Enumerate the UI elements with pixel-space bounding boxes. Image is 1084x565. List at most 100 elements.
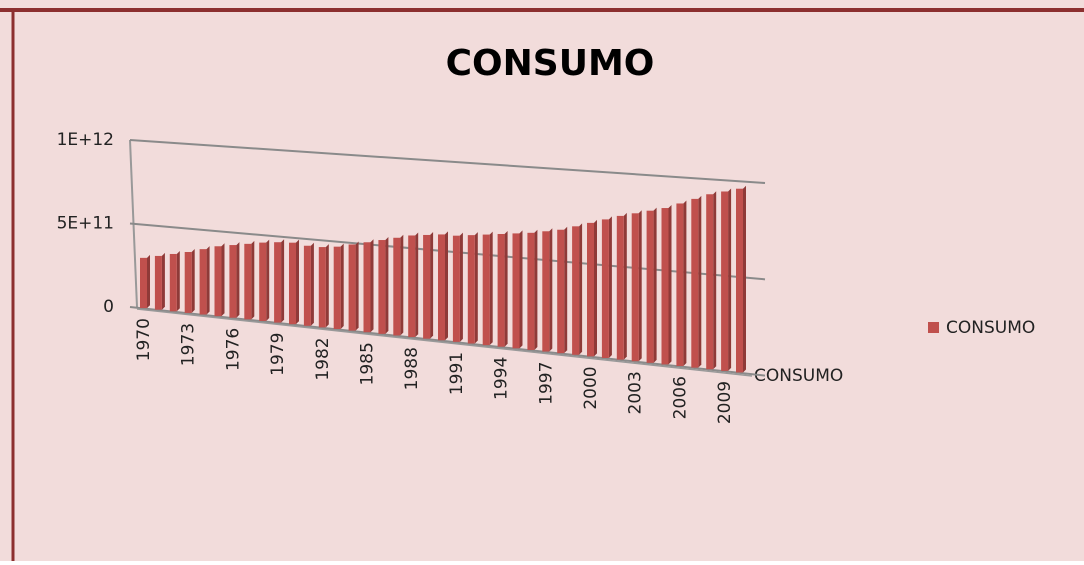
y-tick-label: 5E+11 (57, 214, 114, 234)
floor-line (136, 308, 753, 377)
x-tick-label: 1982 (313, 337, 333, 380)
bar-side (743, 185, 746, 373)
x-tick-label: 1991 (447, 352, 467, 395)
bar-side (683, 200, 687, 367)
x-tick-label: 2003 (626, 371, 646, 414)
bar-side (266, 239, 270, 321)
bar (572, 226, 580, 355)
x-tick-label: 1985 (358, 342, 378, 385)
bar (393, 237, 401, 336)
bar-side (698, 195, 702, 368)
bar (601, 219, 609, 358)
bar (199, 249, 207, 315)
bar (706, 194, 714, 370)
bar (274, 242, 282, 323)
bar-side (161, 252, 165, 310)
bar-side (549, 228, 553, 352)
bar (214, 246, 222, 317)
bar (303, 245, 311, 326)
bar-side (579, 223, 583, 355)
bar-side (400, 234, 404, 336)
bar-side (325, 244, 329, 328)
bar-side (638, 210, 642, 362)
bar (438, 234, 445, 341)
bar-side (370, 239, 374, 333)
grid-line (129, 306, 766, 377)
bar (259, 242, 267, 321)
bar-side (340, 243, 344, 330)
bar (289, 242, 296, 325)
y-tick-label: 0 (103, 297, 114, 317)
bar-side (415, 232, 419, 338)
legend-swatch (928, 322, 939, 333)
bar-side (459, 232, 463, 342)
bar (587, 222, 594, 357)
chart-title: CONSUMO (446, 43, 655, 84)
bar-side (176, 250, 180, 312)
bar (482, 234, 490, 346)
bar-side (281, 239, 285, 323)
bar (169, 253, 177, 312)
x-tick-label: 1994 (492, 357, 512, 400)
bar-side (489, 231, 493, 346)
bar-side (206, 246, 210, 315)
bar-side (608, 216, 612, 358)
x-tick-label: 1979 (268, 333, 288, 376)
x-tick-label: 1988 (402, 347, 422, 390)
bar-side (564, 226, 568, 354)
bar-side (296, 239, 299, 325)
depth-axis-label: CONSUMO (754, 366, 843, 386)
bar-side (594, 219, 597, 357)
bar (691, 198, 699, 368)
x-tick-label: 1970 (134, 318, 154, 361)
bar (184, 251, 192, 313)
bar-side (445, 231, 448, 341)
y-tick-label: 1E+12 (57, 130, 114, 150)
x-tick-label: 1976 (223, 328, 243, 371)
bar (244, 243, 252, 320)
x-tick-label: 1973 (179, 323, 199, 366)
bar-side (623, 212, 627, 360)
bar (318, 247, 326, 328)
bar-side (236, 242, 240, 318)
bar-side (504, 230, 508, 347)
bar-side (728, 188, 732, 371)
bar (408, 235, 416, 338)
bar (140, 257, 147, 309)
bar (721, 191, 729, 371)
bar (348, 244, 356, 331)
bar-side (191, 248, 195, 313)
bar-side (668, 205, 672, 365)
bar (512, 233, 520, 349)
x-tick-label: 1997 (536, 362, 556, 405)
bar-side (310, 242, 314, 326)
grid-line (129, 139, 766, 185)
bar-side (385, 237, 389, 334)
bar (467, 235, 475, 344)
bar-side (430, 231, 434, 339)
bar-side (221, 243, 225, 317)
bar (616, 215, 624, 360)
bar-side (474, 232, 478, 344)
bar-side (251, 240, 255, 320)
bar (333, 246, 341, 330)
bar (378, 240, 386, 334)
bar-side (147, 254, 150, 309)
x-tick-label: 2009 (715, 381, 735, 424)
bar (542, 231, 550, 352)
bar-side (355, 241, 359, 331)
bar (676, 203, 684, 367)
bar (423, 234, 431, 339)
bar (154, 255, 162, 310)
bar (452, 235, 460, 342)
bar (736, 188, 743, 373)
bar (229, 245, 237, 318)
x-tick-label: 2000 (581, 366, 601, 409)
bar-side (519, 230, 523, 349)
bar (527, 232, 535, 350)
bar-side (534, 229, 538, 350)
bar (631, 213, 639, 362)
bar-side (713, 191, 717, 370)
